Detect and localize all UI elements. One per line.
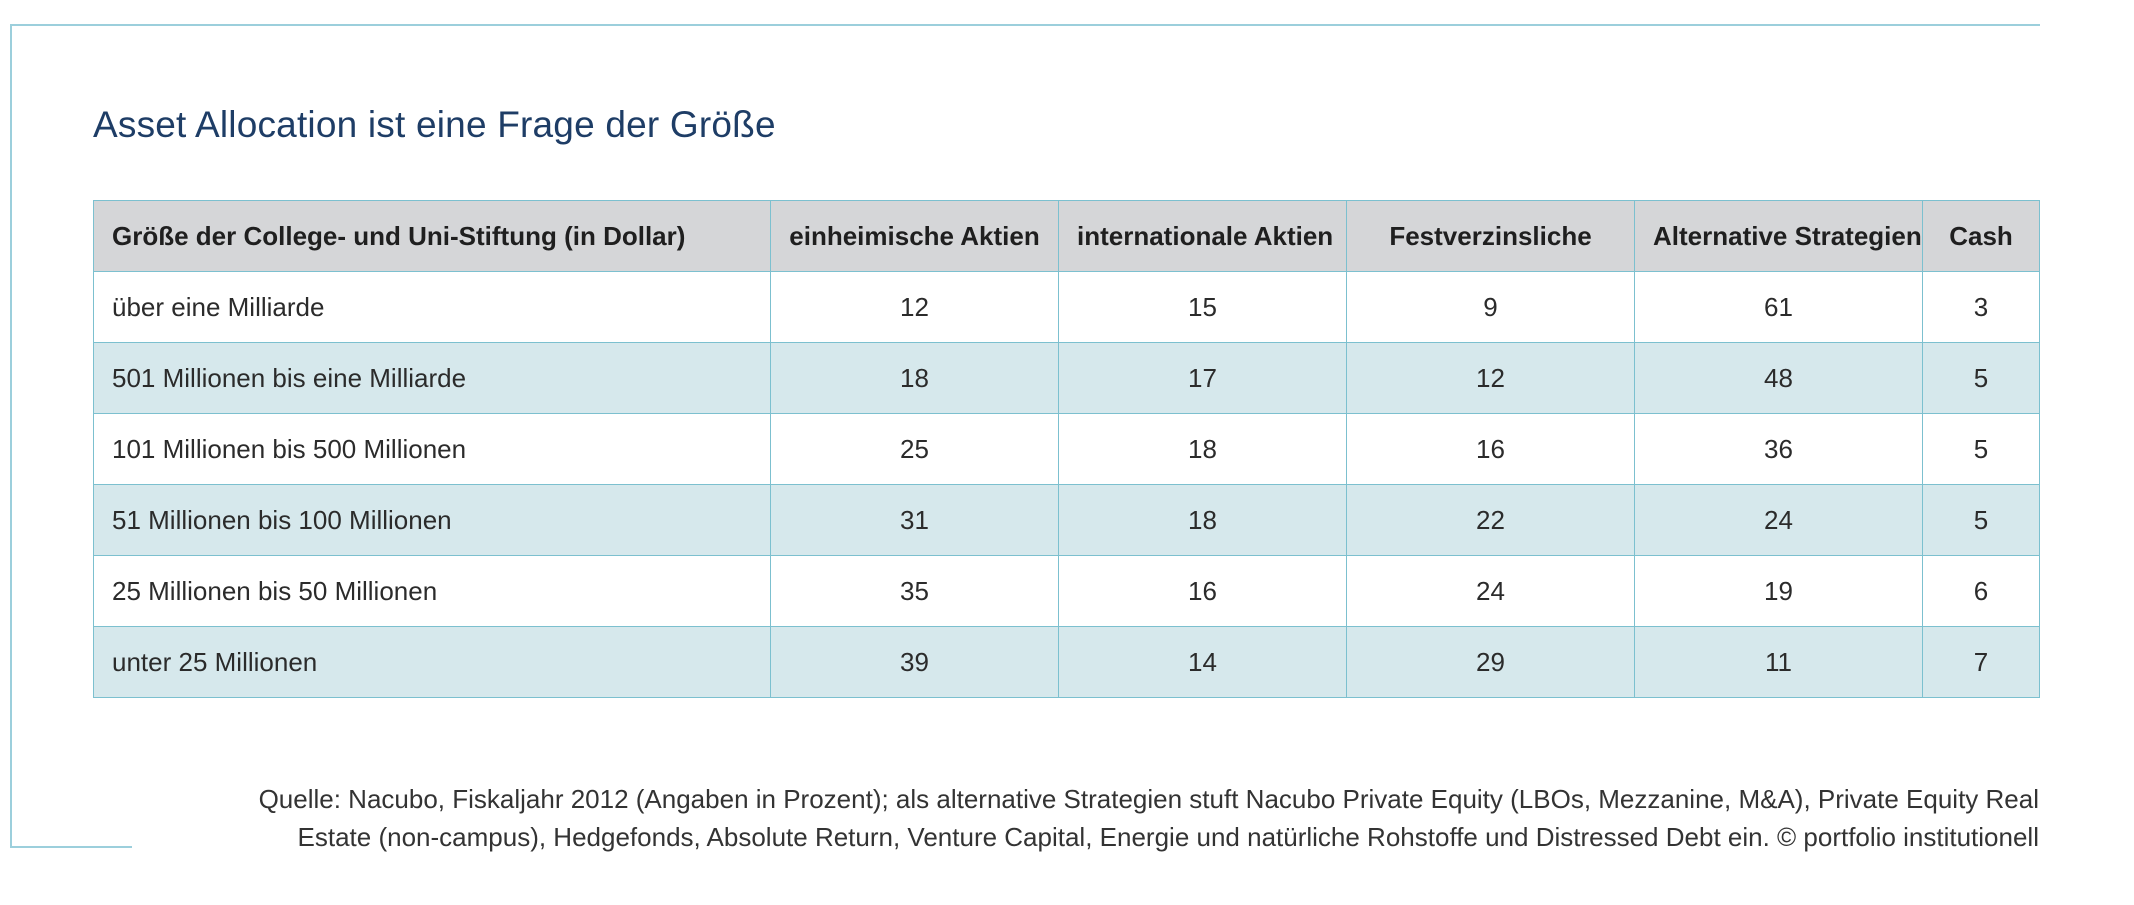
row-label: über eine Milliarde <box>93 271 771 343</box>
row-label: 101 Millionen bis 500 Millionen <box>93 413 771 485</box>
column-header: einheimische Aktien <box>770 200 1059 272</box>
table-cell-value: 29 <box>1346 626 1635 698</box>
column-header: Cash <box>1922 200 2040 272</box>
row-label: 501 Millionen bis eine Milliarde <box>93 342 771 414</box>
table-cell-value: 18 <box>770 342 1059 414</box>
table-cell-value: 12 <box>770 271 1059 343</box>
table-cell-value: 25 <box>770 413 1059 485</box>
table-cell-value: 5 <box>1922 484 2040 556</box>
table-cell-value: 36 <box>1634 413 1923 485</box>
table-row: unter 25 Millionen 39 14 29 11 7 <box>93 626 2040 698</box>
table-cell-value: 24 <box>1634 484 1923 556</box>
table-cell-value: 14 <box>1058 626 1347 698</box>
frame-bottom-line <box>10 846 132 848</box>
table-body: über eine Milliarde 12 15 9 61 3 501 Millionen… <box>93 271 2040 698</box>
table-cell-value: 31 <box>770 484 1059 556</box>
table-row: 51 Millionen bis 100 Millionen 31 18 22 24 5 <box>93 484 2040 556</box>
column-header-size: Größe der College- und Uni-Stiftung (in … <box>93 200 771 272</box>
table-cell-value: 19 <box>1634 555 1923 627</box>
column-header: Festverzinsliche <box>1346 200 1635 272</box>
table-cell-value: 5 <box>1922 342 2040 414</box>
table-cell-value: 17 <box>1058 342 1347 414</box>
row-label: 51 Millionen bis 100 Millionen <box>93 484 771 556</box>
table-cell-value: 35 <box>770 555 1059 627</box>
row-label: 25 Millionen bis 50 Millionen <box>93 555 771 627</box>
table-row: 101 Millionen bis 500 Millionen 25 18 16 36 5 <box>93 413 2040 485</box>
table-cell-value: 18 <box>1058 484 1347 556</box>
table-cell-value: 12 <box>1346 342 1635 414</box>
column-header: internationale Aktien <box>1058 200 1347 272</box>
table-cell-value: 16 <box>1346 413 1635 485</box>
frame-top-line <box>10 24 2040 26</box>
table-cell-value: 9 <box>1346 271 1635 343</box>
table-cell-value: 16 <box>1058 555 1347 627</box>
table-row: 25 Millionen bis 50 Millionen 35 16 24 19 6 <box>93 555 2040 627</box>
source-note: Quelle: Nacubo, Fiskaljahr 2012 (Angaben… <box>99 780 2039 856</box>
table-cell-value: 6 <box>1922 555 2040 627</box>
table-cell-value: 39 <box>770 626 1059 698</box>
page-title: Asset Allocation ist eine Frage der Größ… <box>93 104 776 145</box>
source-line-1: Quelle: Nacubo, Fiskaljahr 2012 (Angaben… <box>258 784 2039 814</box>
table-cell-value: 48 <box>1634 342 1923 414</box>
table-cell-value: 11 <box>1634 626 1923 698</box>
column-header: Alternative Strategien <box>1634 200 1923 272</box>
table-cell-value: 3 <box>1922 271 2040 343</box>
table-cell-value: 18 <box>1058 413 1347 485</box>
table-cell-value: 22 <box>1346 484 1635 556</box>
table-cell-value: 5 <box>1922 413 2040 485</box>
table-cell-value: 24 <box>1346 555 1635 627</box>
table-row: über eine Milliarde 12 15 9 61 3 <box>93 271 2040 343</box>
table-header-row: Größe der College- und Uni-Stiftung (in … <box>93 200 2040 272</box>
source-line-2: Estate (non-campus), Hedgefonds, Absolut… <box>297 822 2039 852</box>
row-label: unter 25 Millionen <box>93 626 771 698</box>
frame-left-line <box>10 24 12 848</box>
table-cell-value: 7 <box>1922 626 2040 698</box>
table-cell-value: 15 <box>1058 271 1347 343</box>
allocation-table: Größe der College- und Uni-Stiftung (in … <box>93 200 2040 698</box>
table-row: 501 Millionen bis eine Milliarde 18 17 12 48… <box>93 342 2040 414</box>
table-cell-value: 61 <box>1634 271 1923 343</box>
